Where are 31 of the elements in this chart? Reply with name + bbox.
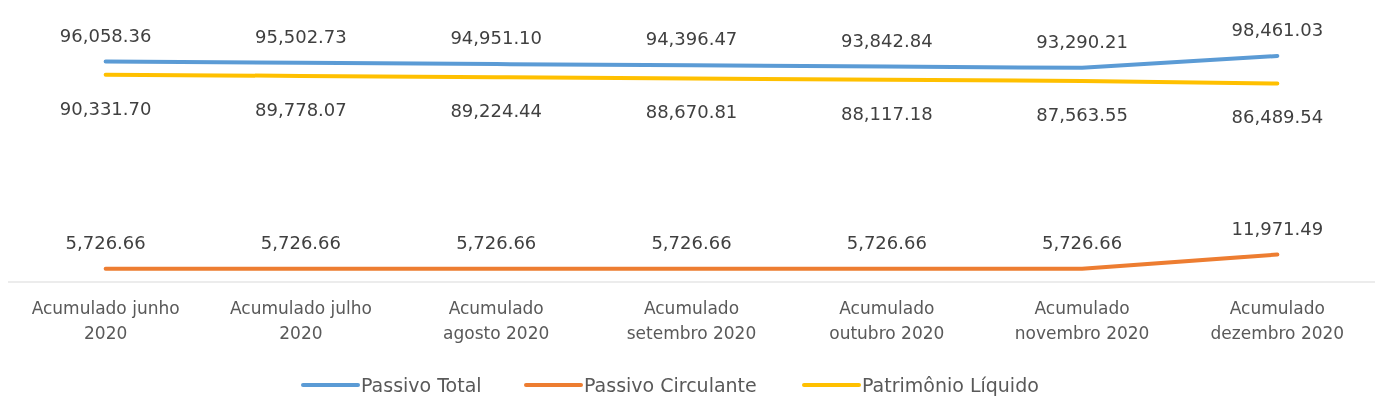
x-tick-label: Acumulado julho 2020 [229, 298, 372, 343]
data-label: 94,396.47 [645, 28, 738, 50]
legend-label: Passivo Total [361, 374, 482, 396]
data-label: 89,224.44 [450, 100, 543, 122]
data-label: 5,726.66 [65, 231, 146, 253]
x-tick-label: Acumulado junho 2020 [31, 298, 180, 343]
data-label: 96,058.36 [59, 24, 152, 46]
x-tick-label: Acumulado novembro 2020 [1014, 298, 1150, 343]
legend-label: Passivo Circulante [584, 374, 757, 396]
data-label: 87,563.55 [1036, 104, 1128, 126]
data-label: 5,726.66 [260, 231, 342, 253]
data-label: 90,331.70 [59, 97, 152, 119]
data-label: 86,489.54 [1231, 106, 1324, 128]
data-label: 5,726.66 [651, 231, 732, 253]
data-label: 5,726.66 [846, 231, 927, 253]
legend-label: Patrimônio Líquido [862, 374, 1039, 396]
x-tick-label: Acumulado agosto 2020 [443, 298, 550, 343]
data-label: 93,290.21 [1036, 30, 1128, 52]
x-tick-label: Acumulado outubro 2020 [829, 298, 945, 343]
data-label: 93,842.84 [840, 29, 933, 51]
data-label: 5,726.66 [456, 231, 537, 253]
data-label: 88,117.18 [840, 102, 933, 124]
x-tick-label: Acumulado setembro 2020 [626, 298, 757, 343]
data-label: 11,971.49 [1231, 217, 1324, 239]
data-label: 98,461.03 [1231, 19, 1324, 40]
data-label: 94,951.10 [450, 27, 543, 49]
data-label: 95,502.73 [255, 25, 347, 47]
x-tick-label: Acumulado dezembro 2020 [1210, 298, 1345, 343]
data-label: 89,778.07 [255, 98, 347, 120]
data-label: 5,726.66 [1041, 231, 1123, 253]
data-label: 88,670.81 [645, 101, 738, 123]
